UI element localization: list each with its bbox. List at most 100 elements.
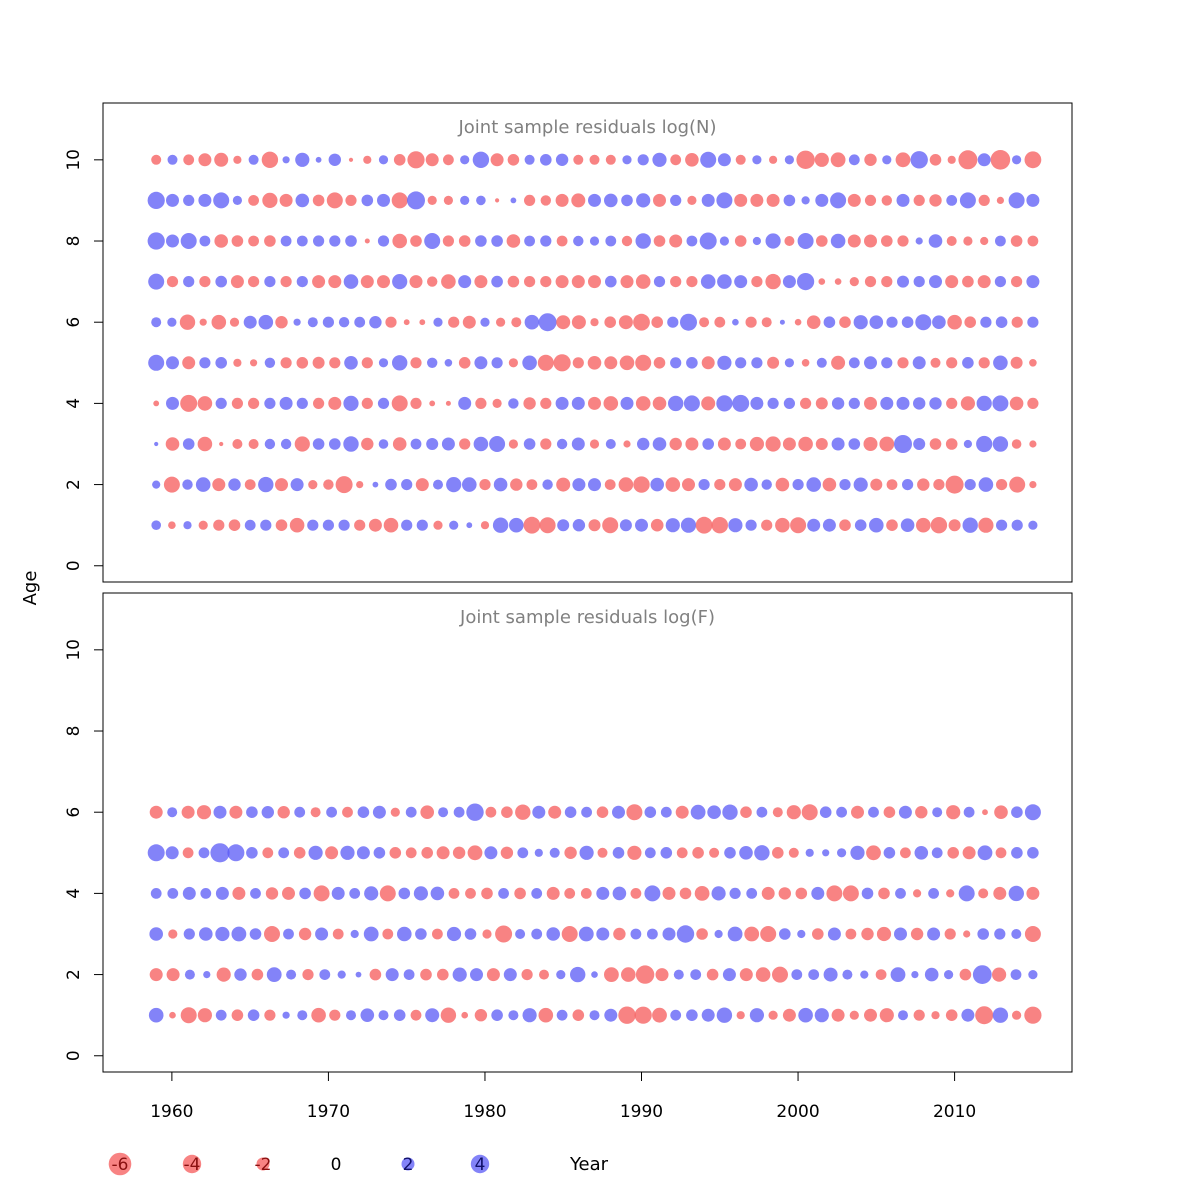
bubble <box>377 235 390 247</box>
bubble <box>1009 476 1026 493</box>
bubble <box>248 235 259 247</box>
bubble <box>540 438 552 450</box>
bubble <box>231 1009 244 1021</box>
bubble <box>524 194 536 206</box>
bubble <box>590 318 599 327</box>
bubble <box>378 1010 389 1021</box>
bubble <box>534 848 543 857</box>
bubble <box>596 806 609 818</box>
bubble <box>361 357 373 369</box>
bubble <box>772 807 783 818</box>
bubble <box>232 439 243 449</box>
y-tick-label: 4 <box>64 888 84 899</box>
bubble <box>361 194 374 207</box>
bubble <box>653 193 666 207</box>
bubble <box>772 966 788 983</box>
bubble <box>523 438 536 450</box>
bubble <box>503 968 517 982</box>
bubble <box>1010 235 1023 247</box>
bubble <box>228 519 241 531</box>
bubble <box>700 151 717 168</box>
bubble <box>315 927 329 941</box>
bubble <box>761 479 772 490</box>
bubble <box>427 357 438 368</box>
bubble <box>212 478 226 492</box>
bubble <box>213 519 225 531</box>
panel-frame <box>102 592 1073 1073</box>
bubble <box>246 847 258 859</box>
legend-entry: -4 <box>182 1154 202 1175</box>
bubble <box>634 1006 652 1024</box>
bubble <box>913 276 925 288</box>
bubble <box>964 316 976 329</box>
bubble <box>331 886 345 900</box>
bubble <box>540 397 552 409</box>
bubble <box>775 477 790 492</box>
bubble <box>538 1007 554 1023</box>
bubble <box>378 358 389 368</box>
bubble <box>555 396 569 410</box>
bubble <box>484 846 498 860</box>
legend-entry: 0 <box>331 1155 342 1175</box>
bubble <box>278 847 290 859</box>
bubble <box>915 314 932 331</box>
y-tick-label: 10 <box>64 149 84 171</box>
legend-entry: 4 <box>470 1154 490 1175</box>
bubble <box>815 397 828 410</box>
bubble <box>326 192 343 209</box>
bubble <box>147 232 165 250</box>
y-tick-label: 4 <box>64 398 84 409</box>
bubble <box>449 520 459 530</box>
bubble <box>605 154 616 165</box>
bubble <box>215 926 230 942</box>
bubble <box>930 517 948 534</box>
bubble <box>717 437 731 451</box>
legend-label: -6 <box>112 1155 129 1175</box>
bubble <box>180 233 197 249</box>
bubble <box>851 805 864 819</box>
bubble <box>377 275 390 289</box>
bubble <box>491 357 503 369</box>
bubble <box>1011 519 1023 531</box>
bubble <box>154 441 159 447</box>
bubble <box>537 354 554 371</box>
bubble <box>651 316 663 329</box>
bubble <box>346 1010 356 1021</box>
bubble <box>200 888 212 899</box>
bubble <box>368 518 382 532</box>
bubble <box>978 477 994 492</box>
bubble <box>830 192 847 209</box>
bubble <box>561 926 578 942</box>
y-tick-label: 8 <box>64 726 84 737</box>
bubble <box>480 317 490 327</box>
bubble <box>532 805 546 819</box>
bubble <box>996 196 1005 204</box>
bubble <box>633 313 650 331</box>
bubble <box>453 806 465 818</box>
bubble <box>637 154 649 166</box>
bubble <box>619 519 632 532</box>
bubble <box>792 479 804 491</box>
bubble <box>670 1009 682 1021</box>
bubble <box>420 805 435 819</box>
bubble <box>653 357 666 369</box>
bubble <box>929 438 942 450</box>
bubble <box>203 971 211 979</box>
bubble <box>397 926 412 942</box>
bubble <box>295 193 310 208</box>
bubble <box>618 1006 636 1024</box>
bubble <box>761 886 775 900</box>
y-axis: 0 2 4 6 8 10 <box>64 149 103 571</box>
bubble <box>652 437 667 451</box>
bubble <box>233 155 242 164</box>
bubble <box>392 233 408 249</box>
bubble <box>992 395 1009 412</box>
bubble <box>836 806 847 818</box>
bubble <box>994 928 1006 940</box>
bubble <box>465 888 476 899</box>
bubble <box>797 233 814 249</box>
bubble <box>796 150 815 169</box>
bubble <box>783 194 796 207</box>
bubble <box>978 888 989 899</box>
